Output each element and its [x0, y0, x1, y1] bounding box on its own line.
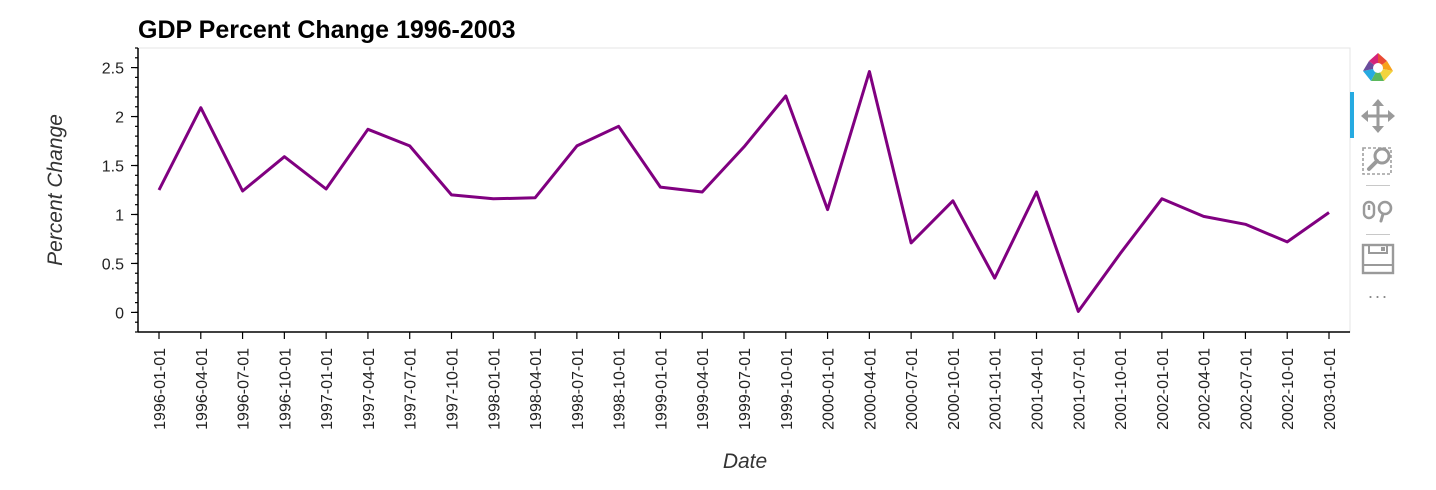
- x-tick-label: 1996-10-01: [277, 348, 294, 430]
- bokeh-logo-icon[interactable]: [1358, 48, 1398, 88]
- x-tick-label: 1997-10-01: [445, 348, 462, 430]
- toolbar-separator: [1366, 234, 1390, 235]
- box-zoom-icon[interactable]: [1358, 140, 1398, 180]
- x-tick-label: 2001-01-01: [988, 348, 1005, 430]
- x-tick-label: 2000-04-01: [862, 348, 879, 430]
- toolbar-separator: [1366, 185, 1390, 186]
- x-tick-label: 1999-04-01: [695, 348, 712, 430]
- y-tick-label: 0: [115, 305, 124, 322]
- chart-toolbar: ···: [1350, 48, 1406, 318]
- x-tick-label: 1998-04-01: [528, 348, 545, 430]
- x-tick-label: 1997-04-01: [361, 348, 378, 430]
- x-tick-label: 1996-04-01: [194, 348, 211, 430]
- y-tick-label: 0.5: [102, 256, 124, 273]
- y-tick-label: 2.5: [102, 61, 124, 78]
- x-tick-label: 2000-07-01: [904, 348, 921, 430]
- x-tick-label: 1997-07-01: [403, 348, 420, 430]
- x-tick-label: 2002-10-01: [1280, 348, 1297, 430]
- x-tick-label: 1999-07-01: [737, 348, 754, 430]
- x-tick-label: 1998-10-01: [612, 348, 629, 430]
- x-tick-label: 2001-04-01: [1030, 348, 1047, 430]
- x-axis-title: Date: [723, 450, 767, 473]
- x-tick-label: 2001-07-01: [1071, 348, 1088, 430]
- active-tool-indicator: [1350, 92, 1354, 138]
- x-tick-label: 2001-10-01: [1113, 348, 1130, 430]
- y-tick-label: 2: [115, 110, 124, 127]
- x-tick-label: 1998-01-01: [486, 348, 503, 430]
- plot-frame: [137, 47, 1351, 333]
- x-tick-label: 2002-04-01: [1197, 348, 1214, 430]
- chart-title: GDP Percent Change 1996-2003: [138, 16, 516, 44]
- x-tick-label: 2000-01-01: [821, 348, 838, 430]
- x-tick-label: 1996-01-01: [152, 348, 169, 430]
- wheel-zoom-icon[interactable]: [1358, 190, 1398, 230]
- x-tick-label: 1999-01-01: [653, 348, 670, 430]
- x-tick-label: 1996-07-01: [236, 348, 253, 430]
- save-icon[interactable]: [1358, 238, 1398, 278]
- series-line: [157, 70, 1330, 313]
- more-icon[interactable]: ···: [1367, 286, 1389, 306]
- x-axis: 1996-01-01 1996-04-01 1996-07-01 1996-10-01…: [138, 331, 1350, 430]
- x-tick-label: 1997-01-01: [319, 348, 336, 430]
- x-tick-label: 1998-07-01: [570, 348, 587, 430]
- y-tick-label: 1.5: [102, 159, 124, 176]
- x-tick-label: 2002-01-01: [1155, 348, 1172, 430]
- y-axis-title: Percent Change: [44, 114, 67, 266]
- series-layer: [157, 70, 1330, 313]
- x-tick-label: 2002-07-01: [1238, 348, 1255, 430]
- y-tick-label: 1: [115, 207, 124, 224]
- y-axis: 0 0.5 1 1.5 2 2.5: [102, 47, 139, 333]
- x-tick-label: 2003-01-01: [1322, 348, 1339, 430]
- x-tick-label: 2000-10-01: [946, 348, 963, 430]
- x-tick-label: 1999-10-01: [779, 348, 796, 430]
- pan-icon[interactable]: [1358, 96, 1398, 136]
